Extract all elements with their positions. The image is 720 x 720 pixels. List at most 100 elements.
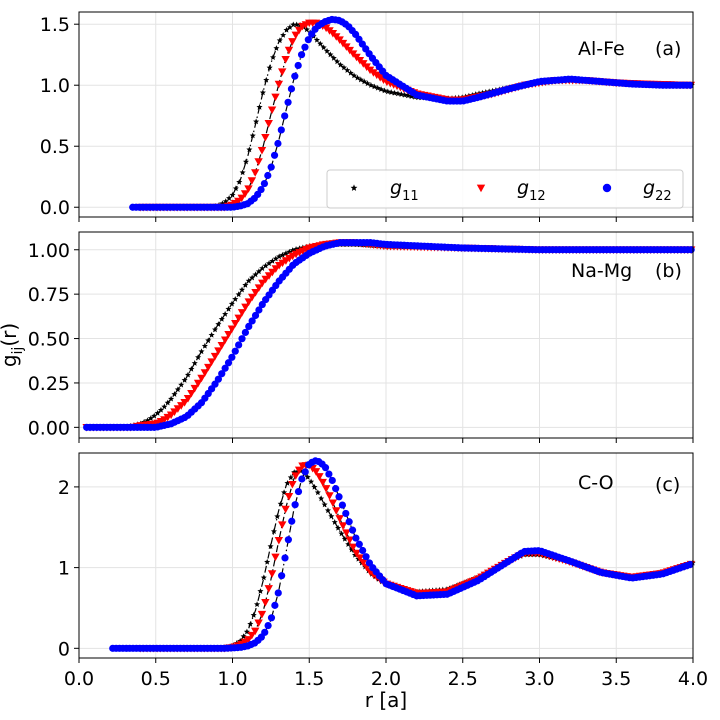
data-point-g12: [217, 341, 226, 350]
data-point-g22: [235, 341, 243, 349]
legend-label-g22: g22: [643, 177, 672, 204]
data-point-g12: [251, 627, 260, 636]
data-point-g22: [218, 370, 226, 378]
data-point-g11: [252, 271, 259, 278]
data-point-g11: [311, 483, 318, 490]
data-point-g11: [341, 535, 348, 542]
data-point-g22: [267, 163, 275, 171]
data-point-g11: [328, 513, 335, 519]
data-point-g22: [335, 493, 343, 501]
panel-b-markers-g22: [83, 239, 695, 431]
data-point-g12: [224, 331, 233, 339]
data-point-g12: [220, 336, 230, 345]
data-point-g11: [250, 612, 257, 618]
data-point-g11: [236, 178, 243, 185]
data-point-g11: [304, 474, 311, 480]
data-point-g11: [284, 480, 291, 486]
data-point-g12: [214, 347, 223, 355]
data-point-g11: [321, 501, 328, 508]
x-tick-label: 2.0: [371, 668, 401, 690]
panel-a-y-tick-label: 0.0: [40, 197, 70, 219]
data-point-g11: [161, 403, 168, 410]
data-point-g11: [335, 524, 342, 531]
data-point-g11: [222, 198, 229, 205]
data-point-g12: [278, 521, 287, 529]
data-point-g22: [294, 61, 302, 70]
data-point-g12: [193, 379, 203, 388]
data-point-g12: [247, 631, 257, 640]
data-point-g12: [207, 358, 216, 366]
data-point-g11: [264, 558, 271, 565]
data-point-g11: [238, 286, 246, 293]
data-point-g11: [313, 36, 320, 43]
data-point-g22: [301, 468, 309, 476]
data-point-g12: [261, 275, 270, 284]
panel-c-markers-g11: [152, 467, 696, 651]
data-point-g22: [214, 375, 222, 383]
panel-b-y-tick-label: 0.00: [28, 417, 70, 439]
data-point-g22: [241, 328, 249, 337]
legend-label-g11-base: g: [390, 177, 402, 199]
panel-c-y-tick-label: 2: [58, 477, 70, 499]
data-point-g22: [251, 311, 260, 320]
data-point-g22: [228, 353, 236, 361]
data-point-g11: [260, 574, 267, 581]
data-point-g11: [303, 26, 310, 33]
data-point-g22: [321, 464, 330, 472]
data-point-g22: [281, 112, 289, 120]
data-point-g11: [265, 260, 273, 267]
legend-entry-g12: g12: [476, 177, 546, 204]
data-point-g12: [332, 507, 341, 515]
data-point-g11: [337, 61, 344, 68]
data-point-g22: [248, 317, 256, 325]
data-point-g22: [278, 572, 286, 580]
data-point-g12: [291, 472, 300, 480]
data-point-g12: [348, 543, 358, 552]
data-point-g22: [352, 534, 360, 542]
panel-b-ticks: 0.00 0.25 0.50 0.75 1.00: [28, 240, 694, 443]
panel-c-markers-g22: [109, 457, 694, 652]
data-point-g12: [197, 374, 206, 383]
data-point-g22: [221, 364, 229, 372]
data-point-g11: [274, 513, 281, 520]
x-tick-label: 1.5: [294, 668, 324, 690]
data-point-g11: [232, 185, 239, 192]
data-point-g11: [255, 268, 262, 275]
data-point-g11: [259, 89, 266, 96]
data-point-g11: [257, 588, 264, 594]
data-point-g12: [227, 325, 237, 334]
data-point-g12: [247, 177, 257, 185]
data-point-g12: [278, 68, 287, 76]
data-point-g11: [388, 89, 395, 95]
y-axis-title: gij(r): [0, 323, 26, 367]
data-point-g11: [263, 76, 270, 83]
data-point-g11: [308, 478, 315, 485]
x-tick-label: 3.0: [524, 668, 554, 690]
data-point-g11: [324, 507, 332, 514]
legend-label-g11-sub: 11: [402, 189, 419, 204]
data-point-g22: [298, 475, 306, 483]
legend: g11 g12 g22: [326, 169, 684, 209]
data-point-g12: [281, 505, 290, 514]
panel-c-line-g11: [155, 470, 694, 649]
legend-label-g12-base: g: [517, 177, 529, 199]
data-point-g11: [154, 410, 161, 416]
data-point-g11: [331, 519, 338, 525]
data-point-g12: [271, 553, 280, 562]
data-point-g22: [264, 621, 272, 630]
data-point-g12: [258, 279, 267, 288]
data-point-g12: [274, 536, 284, 545]
data-point-g11: [201, 342, 208, 349]
data-point-g12: [241, 303, 250, 312]
panel-a-ticks: 0.0 0.5 1.0 1.5: [40, 14, 694, 222]
data-point-g12: [268, 268, 277, 277]
data-point-g12: [254, 158, 263, 166]
data-point-g12: [234, 314, 243, 323]
legend-marker-g11: [350, 184, 358, 191]
panel-c-label: (c): [655, 474, 680, 496]
data-point-g12: [200, 369, 210, 377]
data-point-g11: [242, 158, 250, 165]
data-point-g11: [208, 331, 215, 338]
data-point-g12: [210, 352, 220, 361]
